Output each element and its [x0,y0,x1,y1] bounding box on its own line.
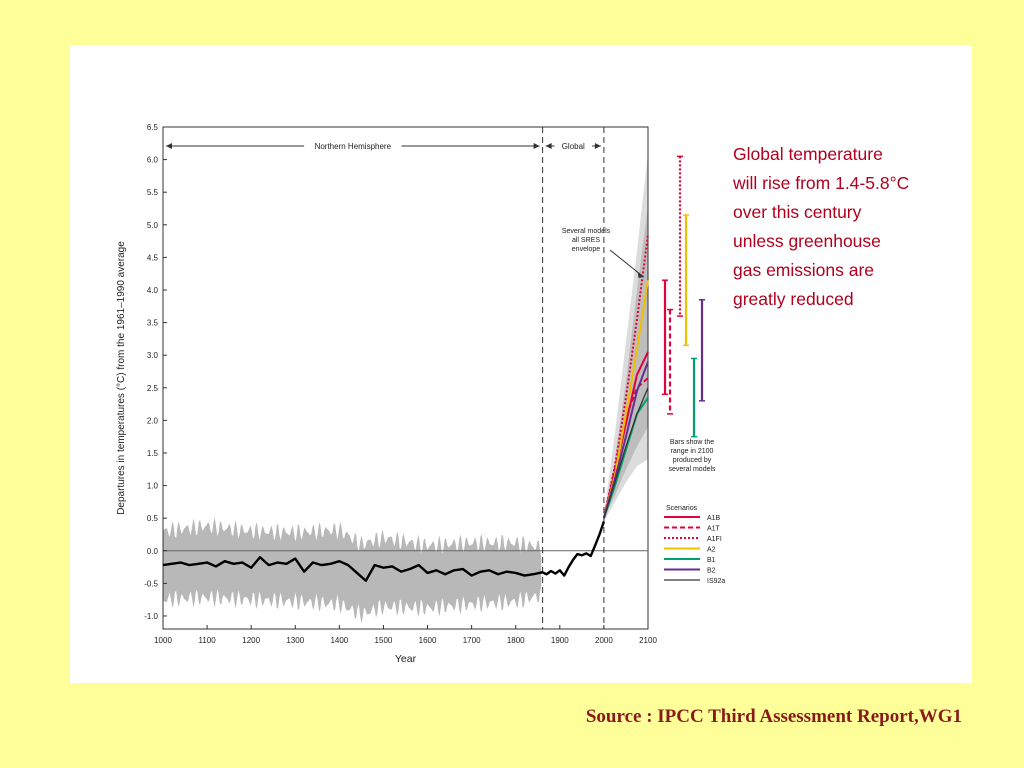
headline-text: Global temperature will rise from 1.4-5.… [733,140,968,314]
envelope-annotation: envelope [572,246,601,253]
y-tick-label: 6.5 [147,123,159,132]
envelope-annotation: all SRES [572,237,600,244]
legend-label: A1T [707,526,721,533]
y-tick-label: 0.0 [147,547,159,556]
source-citation: Source : IPCC Third Assessment Report,WG… [585,706,962,727]
y-tick-label: 3.0 [147,351,159,360]
arrow-head [637,271,644,278]
x-tick-label: 2000 [595,636,613,645]
y-tick-label: -0.5 [144,579,158,588]
headline-line: will rise from 1.4-5.8°C [733,173,910,193]
headline-line: Global temperature [733,144,883,164]
sres-envelope [603,205,648,519]
x-tick-label: 1000 [154,636,172,645]
x-tick-label: 2100 [639,636,657,645]
legend-label: A2 [707,547,716,554]
x-tick-label: 1400 [330,636,348,645]
arrow-head [594,143,601,149]
arrow-head [545,143,552,149]
bars-note: Bars show the [670,439,714,446]
plot-frame [162,126,649,630]
uncertainty-band [163,517,542,624]
y-tick-label: 3.5 [147,319,159,328]
x-tick-label: 1200 [242,636,260,645]
headline-line: over this century [733,202,862,222]
y-tick-label: 2.5 [147,384,159,393]
arrow-head [533,143,540,149]
y-tick-label: 5.5 [147,188,159,197]
legend-label: A1B [707,515,721,522]
x-axis-label: Year [395,653,417,665]
y-tick-label: -1.0 [144,612,158,621]
legend-label: B1 [707,557,716,564]
legend-title: Scenarios [666,505,698,512]
y-tick-label: 6.0 [147,156,159,165]
legend-label: A1FI [707,536,722,543]
bars-note: range in 2100 [671,448,714,455]
legend-label: IS92a [707,578,725,585]
y-axis-label: Departures in temperatures (°C) from the… [116,241,127,515]
x-tick-label: 1300 [286,636,304,645]
envelope-annotation: Several models [562,228,611,235]
headline-line: unless greenhouse [733,231,881,251]
x-tick-label: 1600 [419,636,437,645]
y-tick-label: 5.0 [147,221,159,230]
region-label: Northern Hemisphere [315,142,392,151]
x-tick-label: 1700 [463,636,481,645]
y-tick-label: 2.0 [147,416,159,425]
series-is92a [603,387,649,519]
observed-line [162,521,606,582]
y-tick-label: 4.5 [147,253,159,262]
y-tick-label: 0.5 [147,514,159,523]
y-tick-label: 1.5 [147,449,159,458]
legend-label: B2 [707,568,716,575]
x-tick-label: 1800 [507,636,525,645]
bars-note: produced by [673,457,712,464]
figure-panel: Northern Hemisphere Global 6.5 6.0 5.5 5.0 4.5… [70,45,972,683]
bars-note: several models [668,466,716,473]
y-tick-label: 1.0 [147,482,159,491]
arrow-head [166,143,172,149]
headline-line: greatly reduced [733,289,854,309]
x-tick-label: 1100 [198,636,216,645]
headline-line: gas emissions are [733,260,875,280]
region-label: Global [562,142,585,151]
temperature-chart: Northern Hemisphere Global 6.5 6.0 5.5 5.0 4.5… [116,123,725,665]
x-tick-label: 1900 [551,636,569,645]
x-tick-label: 1500 [375,636,393,645]
y-tick-label: 4.0 [147,286,159,295]
